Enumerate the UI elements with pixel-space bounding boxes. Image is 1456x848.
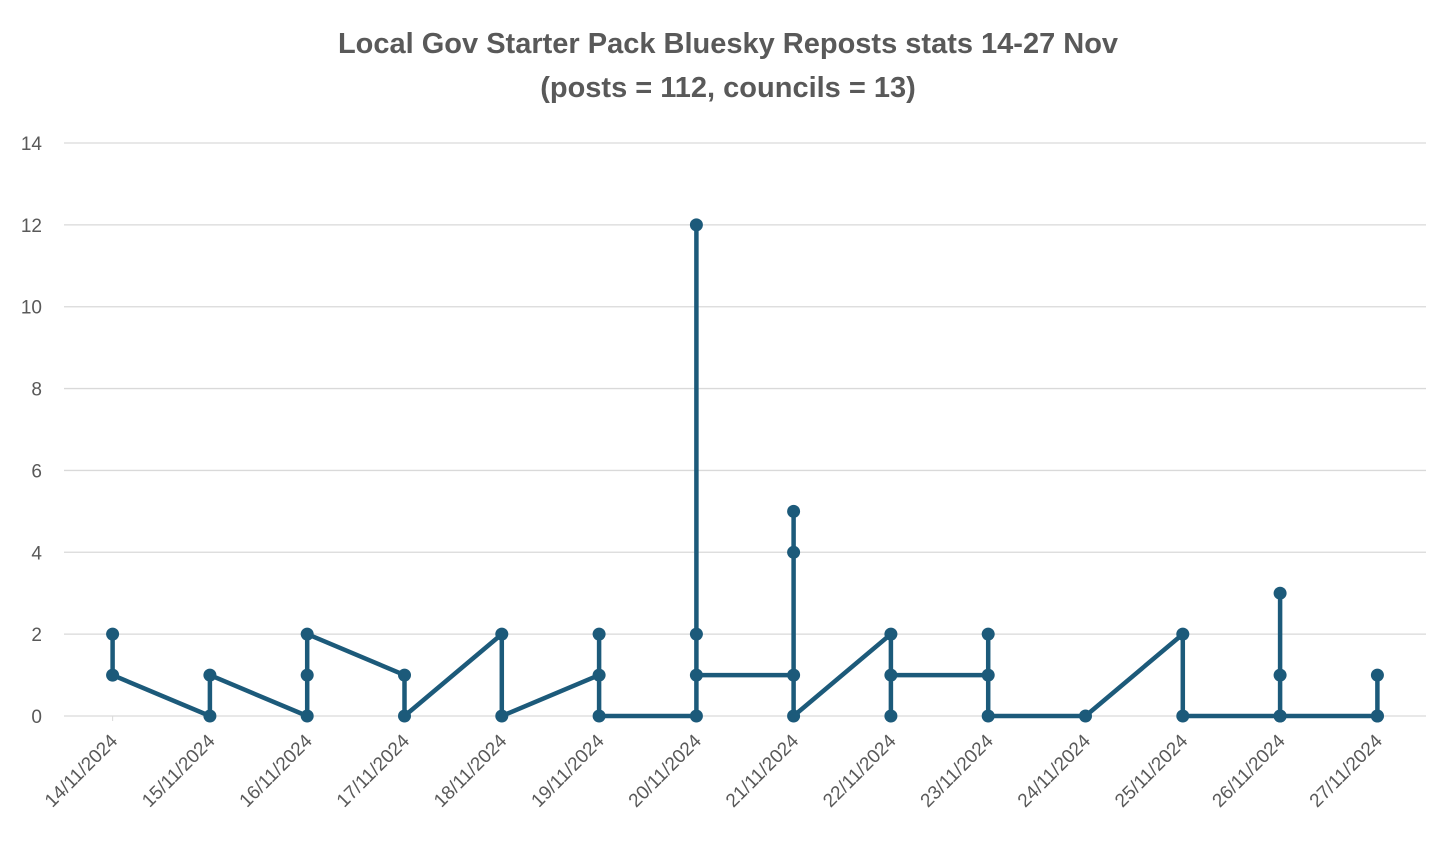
x-tick-label: 14/11/2024 bbox=[41, 730, 122, 811]
data-point bbox=[300, 668, 314, 682]
data-point bbox=[787, 504, 801, 518]
series-line-path bbox=[110, 222, 1380, 719]
y-tick-label: 14 bbox=[21, 134, 43, 155]
x-axis-ticks: 14/11/2024 15/11/2024 16/11/2024 17/11/2024… bbox=[41, 716, 1387, 812]
data-point bbox=[689, 218, 703, 232]
gridlines bbox=[64, 142, 1426, 717]
y-tick-label: 10 bbox=[21, 298, 42, 319]
data-point bbox=[203, 668, 217, 682]
data-point bbox=[787, 668, 801, 682]
data-point bbox=[592, 709, 606, 723]
data-point bbox=[981, 709, 995, 723]
data-point bbox=[787, 545, 801, 559]
series-points bbox=[106, 218, 1384, 723]
chart-subtitle: (posts = 112, councils = 13) bbox=[540, 72, 916, 104]
data-point bbox=[689, 627, 703, 641]
data-point bbox=[1079, 709, 1092, 723]
data-point bbox=[106, 668, 120, 682]
x-tick-label: 21/11/2024 bbox=[722, 730, 803, 811]
x-tick-label: 15/11/2024 bbox=[138, 730, 219, 811]
data-point bbox=[1370, 668, 1384, 682]
data-point bbox=[787, 709, 801, 723]
data-point bbox=[1273, 709, 1287, 723]
x-tick-label: 22/11/2024 bbox=[819, 730, 900, 811]
y-tick-label: 6 bbox=[31, 461, 42, 482]
chart-title-main: Local Gov Starter Pack Bluesky Reposts s… bbox=[337, 28, 1119, 60]
data-point bbox=[1273, 668, 1287, 682]
data-point bbox=[884, 709, 898, 723]
data-point bbox=[592, 668, 606, 682]
x-tick-label: 20/11/2024 bbox=[625, 730, 706, 811]
data-point bbox=[884, 668, 898, 682]
x-tick-label: 17/11/2024 bbox=[333, 730, 414, 811]
data-point bbox=[398, 668, 411, 682]
data-point bbox=[592, 627, 606, 641]
data-point bbox=[106, 627, 120, 641]
x-tick-label: 24/11/2024 bbox=[1014, 730, 1095, 811]
data-point bbox=[981, 627, 995, 641]
chart-title: Local Gov Starter Pack Bluesky Reposts s… bbox=[0, 22, 1456, 110]
data-point bbox=[884, 627, 898, 641]
x-tick-label: 23/11/2024 bbox=[917, 730, 998, 811]
data-point bbox=[495, 627, 509, 641]
y-tick-label: 12 bbox=[21, 216, 42, 237]
y-tick-label: 2 bbox=[31, 625, 42, 646]
data-point bbox=[300, 627, 314, 641]
y-axis-ticks: 0 2 4 6 8 10 12 14 bbox=[21, 134, 43, 728]
data-point bbox=[689, 709, 703, 723]
data-point bbox=[689, 668, 703, 682]
x-tick-label: 18/11/2024 bbox=[430, 730, 511, 811]
x-tick-label: 19/11/2024 bbox=[528, 730, 609, 811]
data-point bbox=[300, 709, 314, 723]
x-tick-label: 25/11/2024 bbox=[1111, 730, 1192, 811]
x-tick-label: 16/11/2024 bbox=[236, 730, 317, 811]
y-tick-label: 0 bbox=[31, 707, 42, 728]
data-point bbox=[203, 709, 217, 723]
data-point bbox=[398, 709, 411, 723]
data-point bbox=[1273, 586, 1287, 600]
x-tick-label: 27/11/2024 bbox=[1306, 730, 1387, 811]
x-tick-label: 26/11/2024 bbox=[1209, 730, 1290, 811]
data-point bbox=[981, 668, 995, 682]
y-tick-label: 4 bbox=[31, 543, 42, 564]
y-tick-label: 8 bbox=[31, 380, 42, 401]
data-point bbox=[495, 709, 509, 723]
series-line bbox=[110, 222, 1380, 719]
data-point bbox=[1176, 709, 1190, 723]
data-point bbox=[1370, 709, 1384, 723]
data-point bbox=[1176, 627, 1190, 641]
